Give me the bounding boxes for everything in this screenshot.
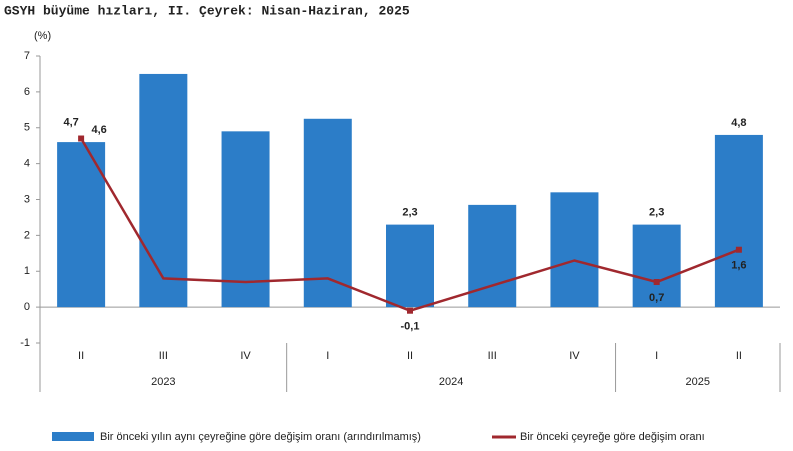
line-value-label: 1,6 [731,260,746,272]
x-tick-label: I [326,350,329,362]
x-tick-label: IV [569,350,580,362]
line-value-label: -0,1 [401,321,420,333]
y-tick-label: 0 [24,301,30,313]
bar-value-label: 2,3 [649,207,664,219]
bar [221,131,270,308]
bar-value-label: 4,6 [91,124,106,136]
bar [632,224,681,308]
line-marker [407,307,413,314]
x-tick-label: II [736,350,742,362]
x-tick-label: IV [240,350,251,362]
bar [550,192,599,308]
y-tick-label: 5 [24,122,30,134]
group-label: 2024 [439,376,463,388]
line-marker [653,279,660,286]
chart-title: GSYH büyüme hızları, II. Çeyrek: Nisan-H… [4,3,410,18]
group-label: 2023 [151,376,175,388]
x-tick-label: I [655,350,658,362]
x-tick-label: II [78,350,84,362]
bar-value-label: 4,8 [731,117,746,129]
bar [714,134,763,308]
y-tick-label: 1 [24,265,30,277]
y-tick-label: 7 [24,50,30,62]
x-tick-label: III [159,350,168,362]
bar [139,73,188,308]
legend-label: Bir önceki çeyreğe göre değişim oranı [520,431,705,443]
bar [303,118,352,308]
legend-label: Bir önceki yılın aynı çeyreğine göre değ… [100,431,421,443]
x-tick-label: III [488,350,497,362]
line-value-label: 0,7 [649,292,664,304]
y-tick-label: 6 [24,86,30,98]
y-tick-label: 2 [24,229,30,241]
group-label: 2025 [686,376,710,388]
y-axis-label: (%) [34,30,51,42]
line-value-label: 4,7 [63,116,78,128]
legend-swatch [52,432,94,441]
y-tick-label: 3 [24,193,30,205]
bar-value-label: 2,3 [402,207,417,219]
line-marker [78,135,85,142]
y-tick-label: 4 [24,158,30,170]
line-marker [735,246,742,253]
x-tick-label: II [407,350,413,362]
bar [386,224,434,308]
y-tick-label: -1 [20,337,30,349]
bar [57,142,106,308]
